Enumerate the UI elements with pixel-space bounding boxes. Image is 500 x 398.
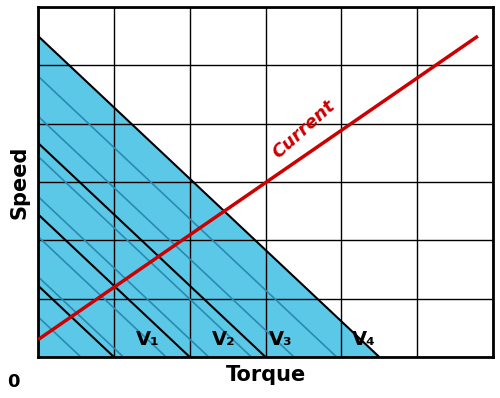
Text: 0: 0 bbox=[7, 373, 20, 391]
Text: V₃: V₃ bbox=[269, 330, 292, 349]
Text: V₁: V₁ bbox=[136, 330, 160, 349]
Text: V₂: V₂ bbox=[212, 330, 236, 349]
X-axis label: Torque: Torque bbox=[226, 365, 306, 385]
Text: V₄: V₄ bbox=[352, 330, 376, 349]
Polygon shape bbox=[38, 36, 380, 357]
Text: Current: Current bbox=[268, 97, 338, 162]
Y-axis label: Speed: Speed bbox=[10, 145, 30, 219]
